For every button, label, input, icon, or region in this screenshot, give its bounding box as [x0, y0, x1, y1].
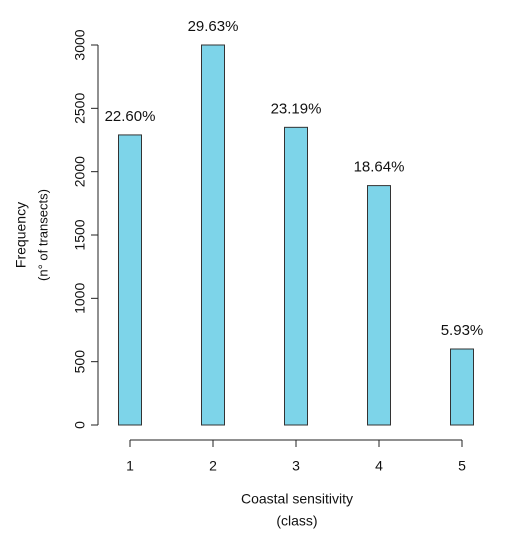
x-tick-label: 5 [458, 458, 466, 474]
bar [201, 44, 225, 426]
y-tick-label: 2500 [72, 93, 88, 124]
bar [118, 134, 142, 426]
bar [284, 126, 308, 426]
bar [367, 185, 391, 426]
y-axis-label: Frequency [13, 202, 29, 268]
y-tick-label: 1500 [72, 219, 88, 250]
y-axis-label: (n° of transects) [35, 189, 50, 281]
bar [450, 348, 474, 426]
data-label: 29.63% [188, 18, 239, 35]
x-tick-label: 1 [126, 458, 134, 474]
data-label: 5.93% [441, 322, 484, 339]
y-tick-label: 2000 [72, 156, 88, 187]
x-tick-label: 3 [292, 458, 300, 474]
y-tick-label: 1000 [72, 283, 88, 314]
y-tick-label: 500 [72, 350, 88, 374]
data-label: 22.60% [105, 108, 156, 125]
x-axis-label: Coastal sensitivity [241, 491, 353, 507]
data-label: 23.19% [271, 100, 322, 117]
y-tick-label: 3000 [72, 29, 88, 60]
x-tick-label: 4 [375, 458, 383, 474]
data-label: 18.64% [354, 159, 405, 176]
x-tick-label: 2 [209, 458, 217, 474]
y-tick-label: 0 [72, 421, 88, 429]
x-axis-label: (class) [276, 513, 317, 529]
